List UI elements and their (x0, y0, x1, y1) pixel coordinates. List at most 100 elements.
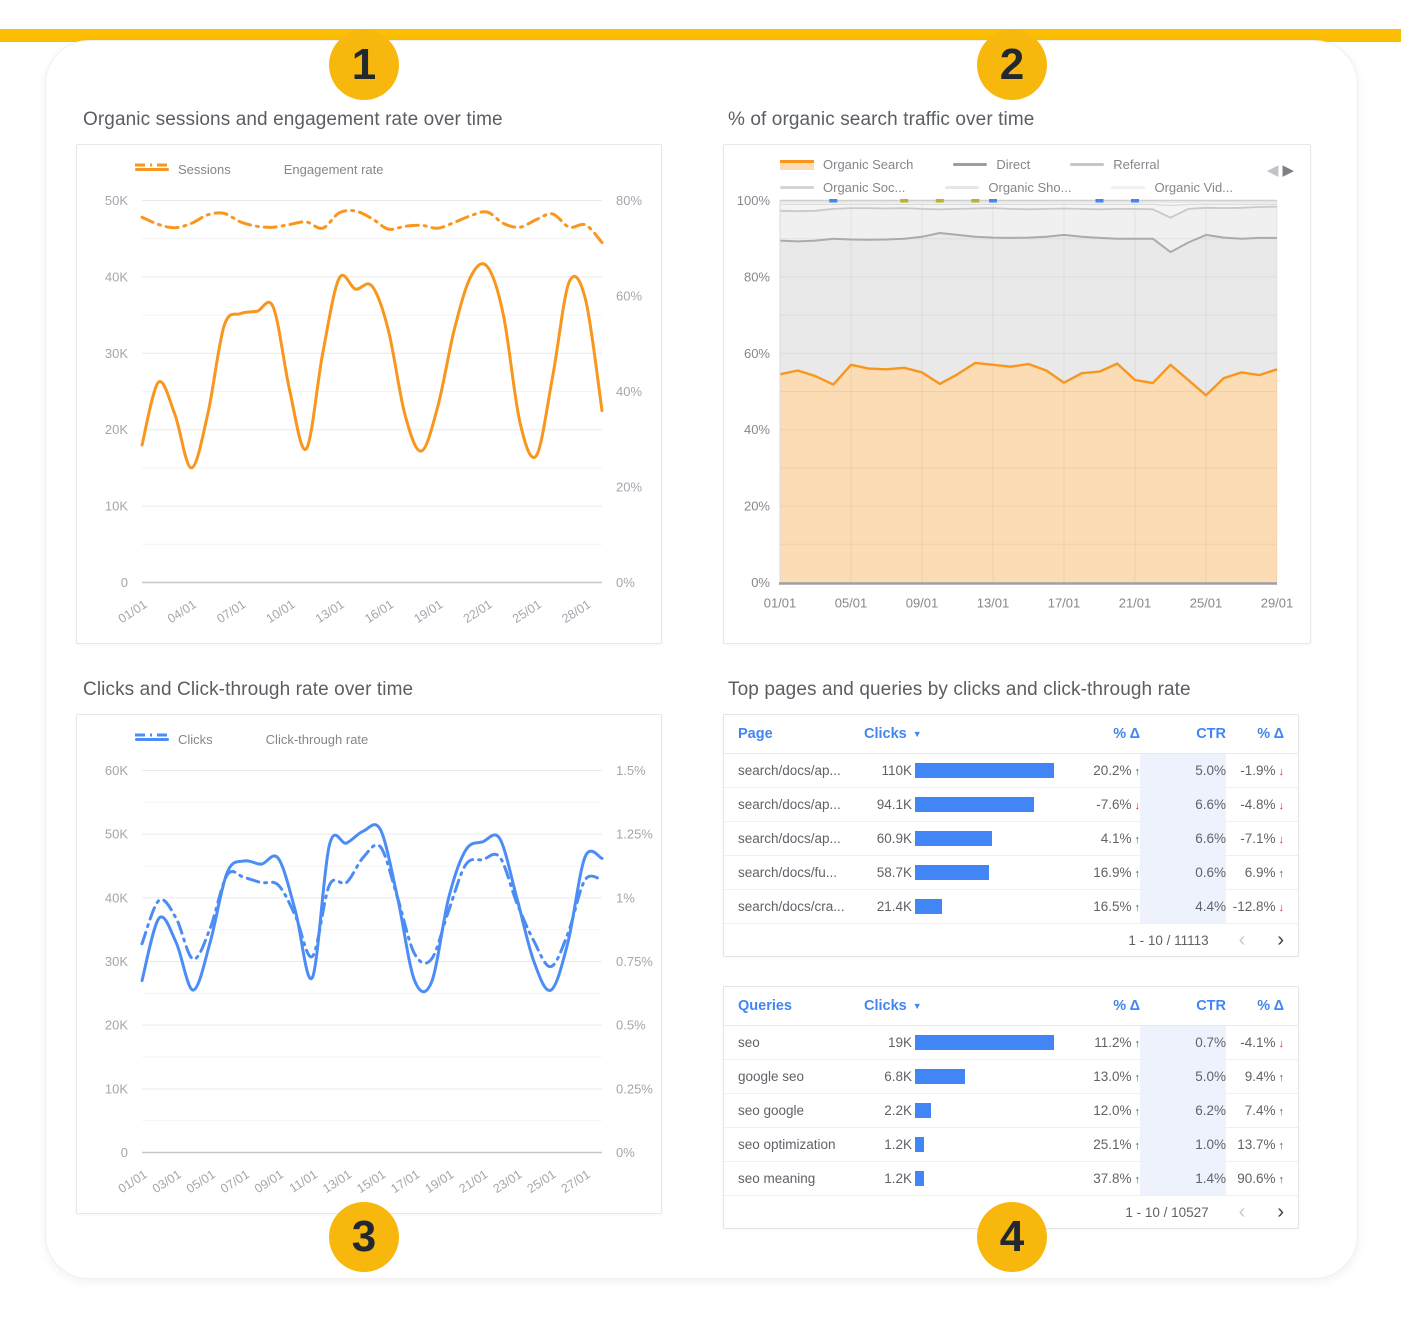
legend-item: Organic Search (780, 157, 913, 172)
trend-up-icon: ↑ (1278, 1140, 1285, 1152)
sessions-chart-panel: Sessions Engagement rate 0 10K 20K 30K 40K 50K… (76, 144, 662, 644)
ctr-cell: 0.7% (1140, 1026, 1226, 1059)
clicks-cell: 60.9K (864, 822, 1054, 855)
panel-title-traffic: % of organic search traffic over time (728, 109, 1035, 130)
column-header-page[interactable]: Page (738, 726, 773, 742)
sessions-chart-plot: 0 10K 20K 30K 40K 50K 0% 20% 40% 60% 80% 01/01 04/01… (105, 193, 643, 626)
table-row: seo google 2.2K 12.0% ↑ 6.2% 7.4% ↑ (724, 1094, 1298, 1128)
svg-text:03/01: 03/01 (150, 1167, 184, 1196)
svg-text:04/01: 04/01 (165, 597, 199, 626)
svg-text:13/01: 13/01 (977, 596, 1010, 611)
trend-down-icon: ↓ (1278, 834, 1285, 846)
row-label: search/docs/fu... (738, 865, 838, 880)
clicks-delta-cell: -7.6% ↓ (1096, 797, 1141, 812)
clicks-value: 60.9K (876, 831, 912, 846)
svg-text:15/01: 15/01 (354, 1167, 388, 1196)
clicks-bar (915, 1069, 965, 1084)
svg-text:1.5%: 1.5% (616, 763, 646, 778)
clicks-cell: 21.4K (864, 890, 1054, 923)
row-label: google seo (738, 1069, 805, 1084)
ctr-cell: 1.0% (1140, 1128, 1226, 1161)
svg-text:13/01: 13/01 (320, 1167, 354, 1196)
clicks-delta-cell: 25.1% ↑ (1093, 1137, 1140, 1152)
sort-desc-icon: ▼ (912, 729, 922, 739)
column-header--[interactable]: % Δ (1113, 998, 1140, 1014)
column-header--[interactable]: % Δ (1113, 726, 1140, 742)
ctr-cell: 4.4% (1140, 890, 1226, 923)
column-header-clicks[interactable]: Clicks ▼ (864, 998, 922, 1014)
clicks-cell: 1.2K (864, 1162, 1054, 1195)
row-label: search/docs/cra... (738, 899, 845, 914)
table-pagination: 1 - 10 / 10527 ‹ › (724, 1196, 1298, 1228)
row-label: seo (738, 1035, 760, 1050)
chart-next-icon[interactable]: ▶ (1282, 162, 1294, 179)
legend-label: Organic Search (823, 157, 914, 172)
ctr-cell: 0.6% (1140, 856, 1226, 889)
svg-text:50K: 50K (105, 193, 128, 208)
clicks-delta-cell: 12.0% ↑ (1093, 1103, 1140, 1118)
clicks-delta-cell: 11.2% ↑ (1094, 1035, 1141, 1050)
svg-text:19/01: 19/01 (422, 1167, 456, 1196)
row-label: search/docs/ap... (738, 797, 841, 812)
trend-up-icon: ↑ (1278, 1072, 1285, 1084)
clicks-bar-track (915, 899, 1054, 914)
svg-text:01/01: 01/01 (116, 597, 150, 626)
chevron-right-icon[interactable]: › (1277, 929, 1284, 951)
chevron-right-icon[interactable]: › (1277, 1201, 1284, 1223)
svg-text:100%: 100% (737, 193, 771, 208)
clicks-cell: 1.2K (864, 1128, 1054, 1161)
svg-text:28/01: 28/01 (559, 597, 593, 626)
svg-text:07/01: 07/01 (214, 597, 248, 626)
ctr-delta-cell: -12.8% ↓ (1232, 899, 1284, 914)
ctr-cell: 5.0% (1140, 1060, 1226, 1093)
trend-up-icon: ↑ (1134, 902, 1141, 914)
ctr-delta-cell: 7.4% ↑ (1244, 1103, 1285, 1118)
clicks-bar (915, 899, 943, 914)
clicks-bar-track (915, 865, 1054, 880)
clicks-bar-track (915, 1035, 1054, 1050)
column-header--[interactable]: % Δ (1257, 998, 1284, 1014)
clicks-chart-panel: Clicks Click-through rate 0 10K 20K 30K 40K 50… (76, 714, 662, 1214)
svg-text:25/01: 25/01 (1190, 596, 1223, 611)
column-header-queries[interactable]: Queries (738, 998, 792, 1014)
legend-label: Engagement rate (283, 162, 384, 177)
row-label: search/docs/ap... (738, 831, 841, 846)
top-pages-table: Page Clicks ▼ % Δ CTR % Δ search/docs/ap... 110… (723, 714, 1299, 957)
column-header-clicks[interactable]: Clicks ▼ (864, 726, 922, 742)
clicks-cell: 2.2K (864, 1094, 1054, 1127)
clicks-delta-cell: 37.8% ↑ (1093, 1171, 1140, 1186)
legend-item: Clicks (135, 732, 213, 747)
clicks-value: 1.2K (884, 1137, 912, 1152)
svg-text:30K: 30K (105, 954, 128, 969)
clicks-cell: 19K (864, 1026, 1054, 1059)
clicks-bar (915, 831, 992, 846)
chevron-left-icon[interactable]: ‹ (1238, 929, 1246, 951)
row-label: search/docs/ap... (738, 763, 841, 778)
clicks-bar-track (915, 1137, 1054, 1152)
sessions-chart-legend: Sessions Engagement rate (135, 162, 383, 177)
trend-up-icon: ↑ (1278, 1106, 1285, 1118)
clicks-value: 94.1K (876, 797, 912, 812)
svg-text:09/01: 09/01 (252, 1167, 286, 1196)
chevron-left-icon[interactable]: ‹ (1238, 1201, 1246, 1223)
trend-up-icon: ↑ (1134, 1038, 1141, 1050)
trend-down-icon: ↓ (1278, 766, 1285, 778)
column-header-ctr[interactable]: CTR (1196, 998, 1226, 1014)
svg-text:20%: 20% (744, 499, 770, 514)
panel-title-sessions: Organic sessions and engagement rate ove… (83, 109, 503, 130)
legend-label: Organic Sho... (988, 180, 1072, 195)
trend-down-icon: ↓ (1134, 800, 1141, 812)
svg-text:01/01: 01/01 (764, 596, 797, 611)
svg-text:10/01: 10/01 (264, 597, 298, 626)
traffic-chart-legend-row1: Organic Search Direct Referral (780, 157, 1160, 172)
svg-text:40%: 40% (616, 384, 642, 399)
table-row: search/docs/ap... 94.1K -7.6% ↓ 6.6% -4.8% ↓ (724, 788, 1298, 822)
clicks-bar (915, 797, 1034, 812)
ctr-delta-cell: 9.4% ↑ (1244, 1069, 1285, 1084)
column-header-ctr[interactable]: CTR (1196, 726, 1226, 742)
svg-text:50K: 50K (105, 827, 128, 842)
legend-item: Engagement rate (135, 162, 384, 177)
column-header--[interactable]: % Δ (1257, 726, 1284, 742)
chart-prev-icon[interactable]: ◀ (1266, 162, 1279, 179)
ctr-cell: 5.0% (1140, 754, 1226, 787)
